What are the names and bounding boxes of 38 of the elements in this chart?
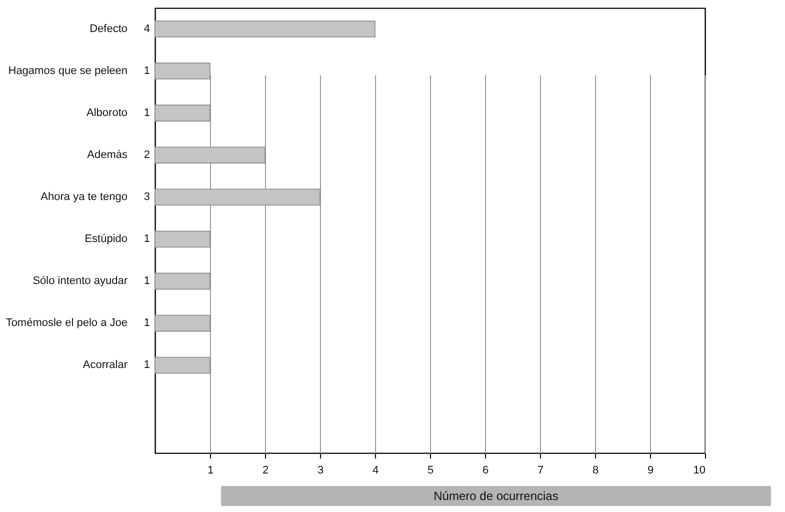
x-tick-label: 7 <box>537 464 544 476</box>
data-label: 1 <box>144 275 150 288</box>
data-label: 1 <box>144 107 150 120</box>
x-axis-title: Número de ocurrencias <box>221 486 771 506</box>
x-tick-label: 6 <box>482 464 489 476</box>
bar <box>154 314 210 332</box>
data-label: 4 <box>144 23 150 36</box>
x-tick-label: 3 <box>317 464 324 476</box>
x-tick-label: 1 <box>207 464 214 476</box>
y-tick-label: Ahora ya te tengo <box>40 191 128 204</box>
data-label: 3 <box>144 191 150 204</box>
data-label: 1 <box>144 233 150 246</box>
y-tick-label: Sólo intento ayudar <box>32 275 128 288</box>
bar <box>154 20 376 38</box>
y-tick-label: Tomémosle el pelo a Joe <box>6 317 128 330</box>
y-tick-label: Hagamos que se peleen <box>8 65 128 78</box>
data-label: 1 <box>144 317 150 330</box>
y-tick-label: Acorralar <box>82 359 128 372</box>
x-tick-label: 9 <box>647 464 654 476</box>
bar <box>154 146 266 164</box>
bar <box>154 62 210 80</box>
y-tick-label: Alboroto <box>86 107 128 120</box>
bar <box>154 356 210 374</box>
x-tick-label: 10 <box>693 464 706 476</box>
bar <box>154 104 210 122</box>
x-tick-label: 5 <box>427 464 434 476</box>
x-tick-label: 4 <box>372 464 379 476</box>
data-label: 1 <box>144 359 150 372</box>
y-tick-label: Además <box>87 149 128 162</box>
bar <box>154 188 320 206</box>
y-tick-label: Defecto <box>90 23 128 36</box>
bar <box>154 272 210 290</box>
x-tick-label: 2 <box>262 464 269 476</box>
data-label: 1 <box>144 65 150 78</box>
bar <box>154 230 210 248</box>
y-tick-label: Estúpido <box>84 233 128 246</box>
data-label: 2 <box>144 149 150 162</box>
x-tick-label: 8 <box>592 464 599 476</box>
